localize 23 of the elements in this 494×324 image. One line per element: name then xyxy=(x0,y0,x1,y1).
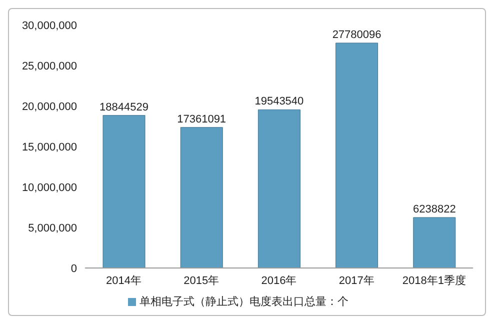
data-label: 27780096 xyxy=(332,28,382,41)
legend-label: 单相电子式（静止式）电度表出口总量：个 xyxy=(140,296,348,308)
x-tick-label: 2014年 xyxy=(106,274,142,287)
bar xyxy=(336,42,378,268)
y-tick-label: 0 xyxy=(70,262,77,275)
x-tick-label: 2015年 xyxy=(184,274,220,287)
y-tick-label: 30,000,000 xyxy=(22,20,77,32)
bar xyxy=(258,109,300,268)
bar xyxy=(102,115,146,268)
x-tick-label: 2018年1季度 xyxy=(402,274,466,287)
data-label: 17361091 xyxy=(177,113,226,126)
y-tick-label: 5,000,000 xyxy=(28,222,77,234)
bar xyxy=(413,217,456,268)
bar xyxy=(180,127,223,268)
y-tick-label: 20,000,000 xyxy=(22,100,77,113)
data-label: 6238822 xyxy=(412,203,456,216)
x-tick-label: 2017年 xyxy=(338,274,374,287)
y-tick-label: 10,000,000 xyxy=(22,182,77,194)
y-tick-label: 25,000,000 xyxy=(22,60,77,72)
data-label: 19543540 xyxy=(254,96,304,108)
y-tick-label: 15,000,000 xyxy=(22,141,77,154)
x-tick-label: 2016年 xyxy=(261,274,297,287)
data-label: 18844529 xyxy=(100,101,148,114)
